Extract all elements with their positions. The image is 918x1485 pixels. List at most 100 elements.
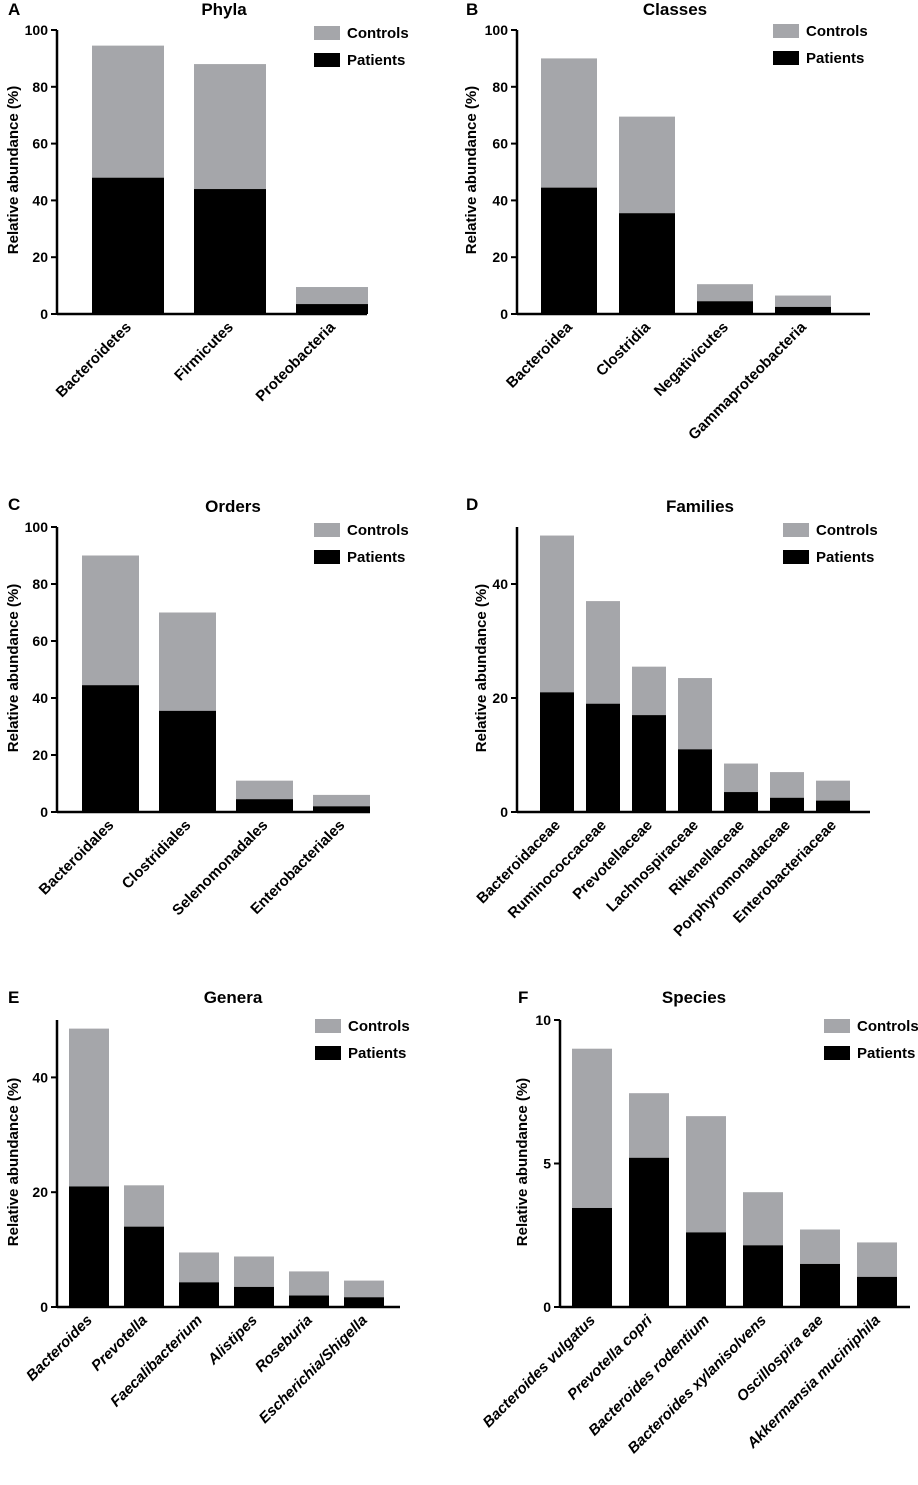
y-tick-label: 40 [32,1069,48,1085]
y-tick-label: 80 [32,576,48,592]
bar-patients [82,685,139,812]
category-label: Negativicutes [651,319,732,400]
bar-patients [678,749,712,812]
legend-label: Controls [806,23,868,40]
legend-label: Patients [347,549,405,566]
category-label: Bacteroidea [503,318,576,391]
y-tick-label: 0 [40,1299,48,1315]
bar-patients [629,1157,669,1307]
legend-label: Controls [857,1018,918,1035]
bar-controls [124,1185,164,1227]
legend-label: Controls [347,25,409,42]
bar-controls [82,555,139,686]
y-tick-label: 100 [485,22,509,38]
bar-patients [159,710,216,812]
legend-swatch [314,53,340,67]
y-tick-label: 60 [492,136,508,152]
bar-patients [541,187,597,314]
legend-label: Controls [348,1018,410,1035]
bar-patients [697,301,753,314]
bar-patients [857,1276,897,1307]
panel-letter: D [466,495,478,514]
bar-controls [194,64,266,190]
bar-controls [697,284,753,302]
legend-label: Patients [806,50,864,67]
bar-controls [541,58,597,188]
y-tick-label: 20 [32,747,48,763]
category-label: Faecalibacterium [107,1312,206,1411]
y-tick-label: 20 [492,690,508,706]
bar-controls [619,116,675,214]
category-label: Bacteroides [23,1312,96,1385]
bar-patients [572,1207,612,1307]
y-tick-label: 40 [32,690,48,706]
bar-controls [816,780,850,801]
bar-patients [743,1245,783,1307]
bar-patients [686,1232,726,1307]
bar-controls [632,666,666,716]
y-tick-label: 0 [500,306,508,322]
bar-controls [69,1028,109,1187]
category-label: Proteobacteria [253,318,340,405]
panel-d: D Families Relative abundance (%) Bacteroid… [466,495,878,940]
legend-swatch [773,51,799,65]
category-label: Bacteroidetes [53,319,135,401]
bar-controls [686,1116,726,1233]
panel-e: E Genera Relative abundance (%) Bacteroides… [5,988,410,1427]
y-tick-label: 100 [25,22,49,38]
category-label: Prevotellaceae [570,817,656,903]
chart-title: Families [666,497,734,516]
bar-patients [296,304,368,314]
legend-swatch [824,1019,850,1033]
category-label: Clostridiales [119,817,195,893]
panel-letter: A [8,0,20,19]
category-label: Clostridia [593,318,654,379]
bar-controls [770,772,804,798]
panel-letter: B [466,0,478,19]
y-axis-label: Relative abundance (%) [514,1078,531,1246]
y-tick-label: 80 [32,79,48,95]
y-tick-label: 0 [500,804,508,820]
bar-patients [179,1282,219,1307]
bar-patients [816,800,850,812]
y-tick-label: 40 [492,192,508,208]
category-label: Bacteroidaceae [473,817,563,907]
y-tick-label: 40 [32,192,48,208]
bar-patients [800,1263,840,1307]
bar-patients [194,189,266,314]
bar-patients [69,1186,109,1307]
y-tick-label: 0 [40,804,48,820]
y-tick-label: 20 [32,249,48,265]
bar-patients [775,306,831,314]
panel-a: A Phyla Relative abundance (%) Bacteroidete… [5,0,409,405]
legend-swatch [783,550,809,564]
panel-c: C Orders Relative abundance (%) Bacteroidal… [5,495,409,919]
bar-controls [296,287,368,305]
chart-title: Classes [643,0,707,19]
bar-controls [857,1242,897,1277]
bar-controls [586,601,620,704]
legend-label: Controls [816,522,878,539]
bar-patients [586,703,620,812]
bar-patients [236,799,293,812]
panel-f: F Species Relative abundance (%) Bacteroide… [480,988,918,1457]
legend-swatch [315,1019,341,1033]
category-label: Bacteroides vulgatus [480,1312,599,1431]
y-tick-label: 5 [543,1156,551,1172]
y-tick-label: 100 [25,519,49,535]
category-label: Bacteroidales [36,817,118,899]
y-tick-label: 40 [492,576,508,592]
bar-patients [124,1226,164,1307]
y-axis-label: Relative abundance (%) [5,1078,22,1246]
bar-controls [572,1048,612,1208]
bar-patients [344,1297,384,1307]
legend-swatch [824,1046,850,1060]
legend-swatch [314,550,340,564]
legend-label: Patients [347,52,405,69]
y-tick-label: 0 [543,1299,551,1315]
legend-swatch [314,523,340,537]
bar-controls [236,780,293,800]
category-label: Escherichia/Shigella [256,1312,371,1427]
bar-controls [159,612,216,711]
panel-letter: C [8,495,20,514]
